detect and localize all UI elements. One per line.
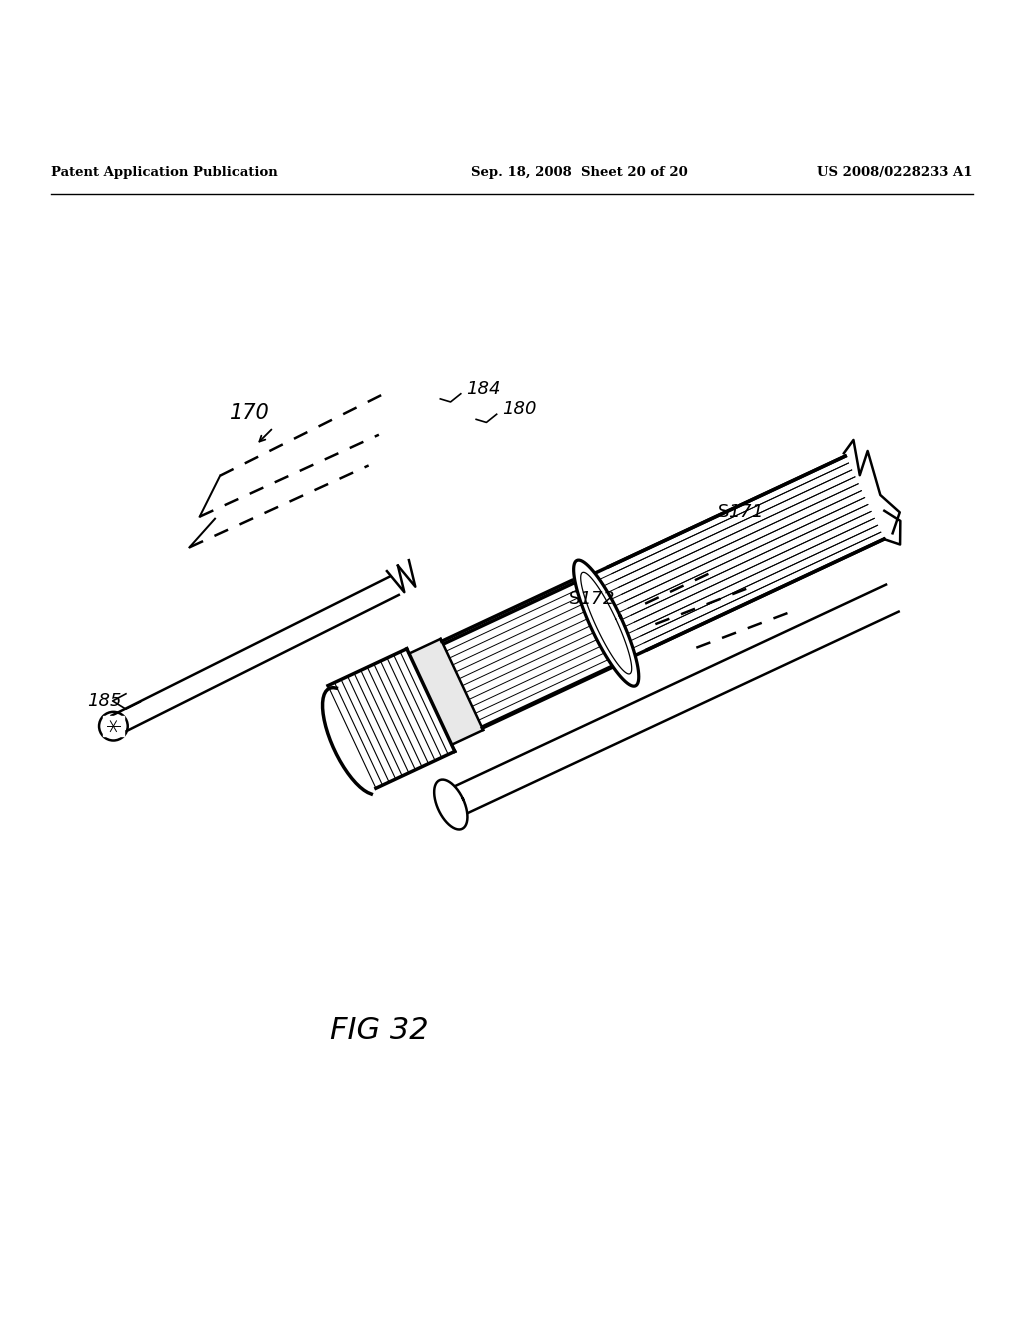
Text: $\mathsf{S}$171: $\mathsf{S}$171 [717,503,762,520]
Polygon shape [436,585,899,822]
Text: Patent Application Publication: Patent Application Publication [51,166,278,178]
Text: $\mathsf{S}$172: $\mathsf{S}$172 [568,590,615,607]
Polygon shape [103,715,124,737]
Text: 185: 185 [87,692,122,710]
Polygon shape [434,780,467,829]
Polygon shape [323,688,372,795]
Text: 180: 180 [502,400,537,418]
Text: Sep. 18, 2008  Sheet 20 of 20: Sep. 18, 2008 Sheet 20 of 20 [471,166,688,178]
Polygon shape [409,639,483,744]
Polygon shape [573,560,639,686]
Text: 184: 184 [466,380,501,397]
Polygon shape [98,569,414,741]
Text: 170: 170 [230,404,270,424]
Text: US 2008/0228233 A1: US 2008/0228233 A1 [817,166,973,178]
Polygon shape [361,451,885,766]
Polygon shape [328,648,455,788]
Text: FIG 32: FIG 32 [330,1016,428,1045]
